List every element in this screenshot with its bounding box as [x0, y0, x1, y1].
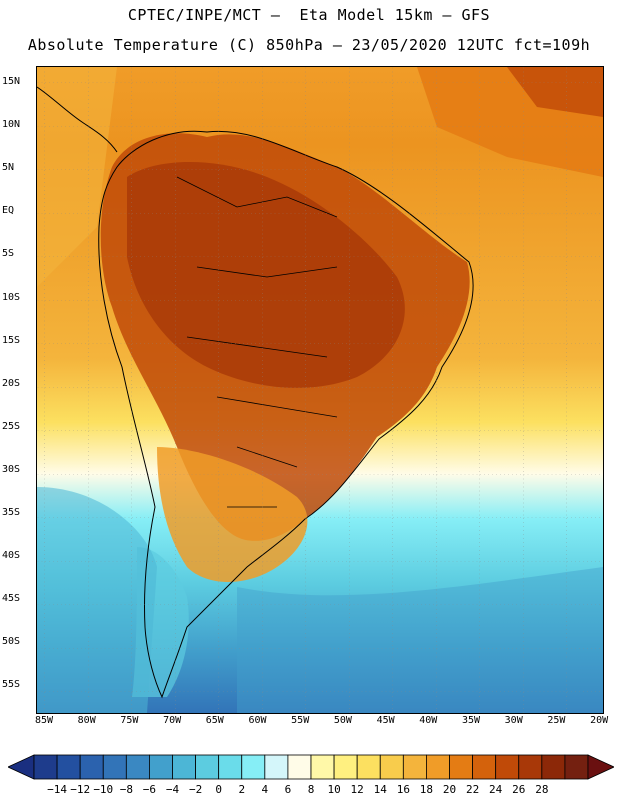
lat-label: 15S — [2, 334, 21, 346]
colorbar-swatch — [426, 754, 450, 780]
title-line-1: CPTEC/INPE/MCT – Eta Model 15km – GFS — [127, 6, 491, 24]
colorbar-label: 22 — [465, 783, 480, 796]
colorbar-swatch — [356, 754, 381, 780]
colorbar-label: 16 — [396, 783, 410, 796]
colorbar-label: −4 — [165, 783, 180, 796]
lon-label: 70W — [163, 715, 182, 726]
lon-label: 55W — [291, 715, 310, 726]
colorbar-swatch — [56, 754, 81, 780]
lon-label: 40W — [419, 715, 438, 726]
lat-label: 25S — [2, 420, 21, 432]
colorbar-swatch — [218, 754, 243, 780]
lat-label: 55S — [2, 679, 21, 691]
lon-label: 85W — [34, 715, 54, 726]
colorbar-swatch — [310, 754, 335, 780]
colorbar-swatch — [333, 754, 358, 780]
lat-label: 45S — [2, 593, 21, 605]
colorbar-label: 6 — [284, 783, 292, 796]
colorbar-swatch — [564, 754, 589, 780]
lon-label: 65W — [205, 715, 224, 726]
lat-label: 10S — [2, 291, 21, 303]
lat-label: 35S — [2, 507, 21, 518]
colorbar-swatch — [541, 754, 566, 780]
lat-label: 50S — [2, 636, 21, 648]
colorbar-label: −8 — [119, 783, 133, 796]
lat-label: 10N — [2, 119, 21, 131]
lat-label: EQ — [2, 205, 15, 217]
lon-label: 25W — [547, 715, 566, 726]
lat-label: 5S — [2, 248, 15, 260]
colorbar-label: 20 — [442, 783, 457, 796]
colorbar-swatch — [102, 754, 127, 780]
colorbar-label: −12 — [70, 783, 91, 796]
lon-label: 75W — [120, 715, 139, 726]
colorbar-swatch — [172, 754, 196, 780]
lon-label: 45W — [376, 715, 395, 726]
lat-label: 15N — [2, 76, 21, 87]
colorbar-swatch — [241, 754, 266, 780]
lon-label: 80W — [77, 715, 96, 726]
colorbar-label: 26 — [512, 783, 526, 796]
colorbar-swatch — [518, 754, 543, 780]
lon-label: 20W — [590, 715, 609, 726]
colorbar-swatch — [287, 754, 312, 780]
lat-label: 40S — [2, 550, 21, 562]
colorbar-label: −2 — [188, 783, 203, 796]
lat-label: 5N — [2, 162, 15, 174]
temperature-map — [37, 67, 603, 713]
colorbar-label: 8 — [307, 783, 315, 796]
color-scale-bar — [8, 754, 614, 780]
title-line-2: Absolute Temperature (C) 850hPa – 23/05/… — [27, 36, 591, 54]
colorbar-swatch — [195, 754, 220, 780]
colorbar-swatch — [379, 754, 404, 780]
colorbar-label: 0 — [215, 783, 222, 796]
lat-label: 20S — [2, 377, 21, 389]
colorbar-right-arrow — [587, 754, 614, 780]
colorbar-label: 24 — [489, 783, 503, 796]
colorbar-label: 2 — [238, 783, 246, 796]
colorbar-swatch — [33, 754, 58, 780]
colorbar-swatch — [449, 754, 473, 780]
colorbar-swatch — [125, 754, 150, 780]
lat-label: 30S — [2, 463, 21, 475]
map-panel — [36, 66, 604, 714]
colorbar-label: −10 — [93, 783, 114, 796]
colorbar-label: 28 — [535, 783, 549, 796]
colorbar-label: 12 — [350, 783, 364, 796]
lon-label: 35W — [461, 715, 481, 726]
colorbar-label: 10 — [327, 783, 341, 796]
colorbar-swatch — [149, 754, 173, 780]
colorbar-label: −6 — [142, 783, 157, 796]
lon-label: 30W — [504, 715, 523, 726]
colorbar-swatch — [472, 754, 497, 780]
lon-label: 60W — [248, 715, 267, 726]
colorbar-label: −14 — [47, 783, 68, 796]
colorbar-swatch — [79, 754, 104, 780]
colorbar-swatch — [264, 754, 289, 780]
colorbar-swatch — [495, 754, 520, 780]
colorbar-label: 4 — [261, 783, 269, 796]
graticule — [37, 67, 603, 713]
colorbar-label: 18 — [419, 783, 434, 796]
colorbar-label: 14 — [373, 783, 387, 796]
colorbar-left-arrow — [8, 754, 35, 780]
colorbar-swatch — [402, 754, 427, 780]
lon-label: 50W — [333, 715, 352, 726]
